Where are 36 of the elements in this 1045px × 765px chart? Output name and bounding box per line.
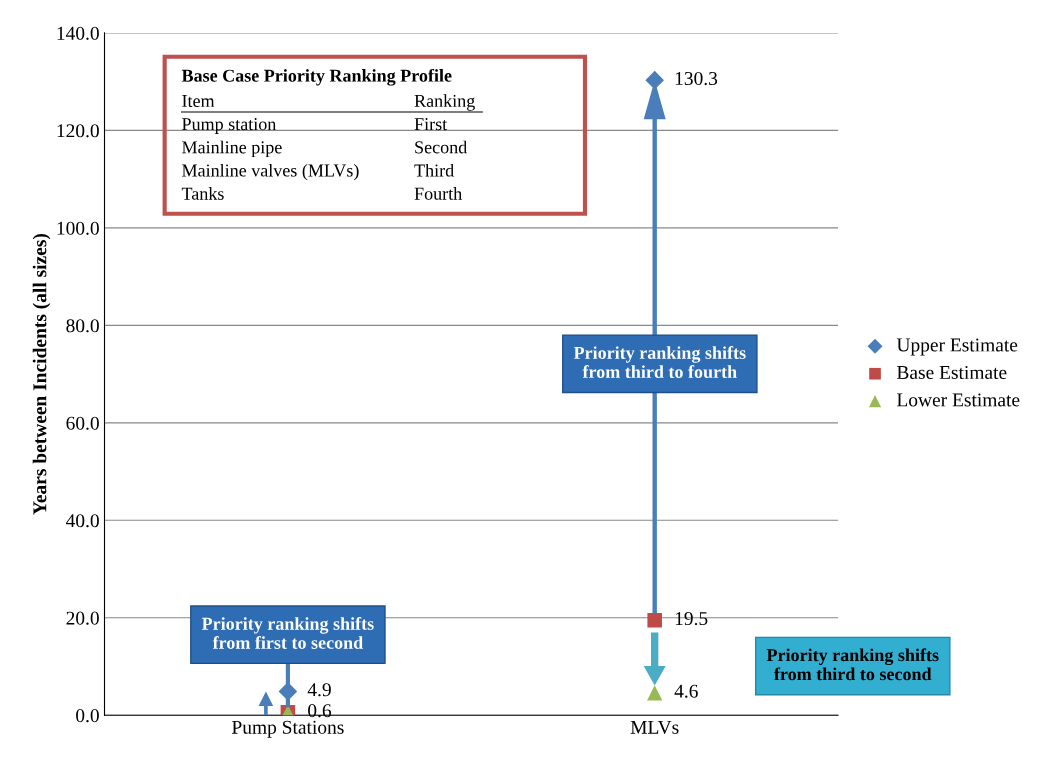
annotation: Priority ranking shifts from third to fourth [573, 346, 746, 379]
annotation: Ranking [414, 94, 475, 111]
x-tick-label: Pump Stations [232, 720, 344, 738]
data-label: 4.6 [674, 684, 698, 698]
annotation: Item [182, 95, 215, 108]
y-tick-label: 80.0 [66, 319, 99, 333]
annotation: Priority ranking shifts from third to second [766, 648, 939, 681]
point [645, 70, 665, 90]
data-label: 0.6 [308, 704, 332, 718]
data-label: 19.5 [675, 612, 708, 626]
y-tick-label: 100.0 [57, 221, 99, 235]
annotation: Mainline valves (MLVs) [182, 163, 359, 181]
y-tick-label: 20.0 [66, 611, 99, 625]
y-tick-label: 60.0 [66, 416, 99, 430]
point [647, 685, 663, 701]
data-label: 130.3 [675, 71, 718, 86]
data-label: 4.9 [307, 683, 331, 697]
annotation: Fourth [414, 187, 462, 200]
annotation: Pump station [182, 118, 277, 134]
y-tick-label: 40.0 [65, 514, 99, 528]
annotation: Second [415, 140, 468, 154]
annotation: Tanks [181, 187, 224, 200]
legend-label: Lower Estimate [896, 393, 1020, 407]
annotation: Priority ranking shifts from first to second [201, 616, 374, 649]
annotation: Base Case Priority Ranking Profile [181, 68, 452, 86]
annotation: First [414, 118, 448, 131]
y-tick-label: 140.0 [57, 26, 99, 40]
y-tick-label: 0.0 [76, 709, 99, 723]
y-tick-label: 120.0 [57, 124, 99, 138]
legend-label: Base Estimate [896, 365, 1007, 380]
annotation: Third [414, 163, 454, 177]
annotation: Mainline pipe [182, 140, 282, 158]
y-axis-title: Years between Incidents (all sizes) [32, 233, 51, 515]
point [647, 612, 662, 628]
legend-label: Upper Estimate [896, 338, 1018, 356]
x-tick-label: MLVs [630, 720, 679, 734]
